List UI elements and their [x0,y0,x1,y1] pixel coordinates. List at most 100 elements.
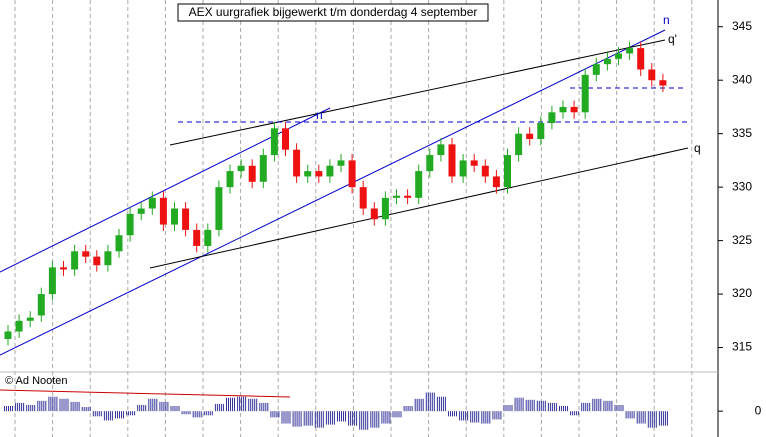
oscillator-bar [216,403,218,412]
oscillator-bar [92,411,94,417]
oscillator-bar [392,411,394,418]
candle-body [526,133,534,140]
candle-body [315,171,323,177]
oscillator-bar [522,397,524,412]
oscillator-bar [640,411,642,424]
oscillator-bar [239,396,241,412]
oscillator-bar [309,411,311,426]
oscillator-bar [303,411,305,426]
oscillator-bar [407,406,409,412]
oscillator-bar [603,400,605,412]
oscillator-bar [454,411,455,417]
oscillator-bar [187,411,189,415]
oscillator-bar [500,411,502,420]
oscillator-bar [10,406,11,412]
candle-body [37,294,45,316]
oscillator-bar [622,404,624,412]
oscillator-bar [192,411,194,418]
oscillator-bar [63,398,65,412]
oscillator-bar [463,411,465,421]
candle-body [15,320,23,332]
oscillator-bar [200,411,202,418]
oscillator-bar [256,398,258,412]
oscillator-bar [292,411,294,427]
oscillator-bar [365,411,367,430]
oscillator-bar [511,404,513,412]
candle-body [448,144,456,177]
oscillator-bar [6,406,7,412]
oscillator-bar [444,396,446,412]
oscillator-bar [117,411,118,419]
oscillator-bar [516,397,518,412]
candle-body [659,80,667,86]
oscillator-bar [250,398,252,412]
y-tick-label: 325 [732,233,752,247]
oscillator-bar [100,411,102,417]
candle-body [26,317,34,321]
oscillator-bar [398,411,400,418]
oscillator-bar [662,411,664,426]
oscillator-bar [587,402,589,412]
oscillator-bar [616,404,618,412]
oscillator-bar [352,411,354,426]
oscillator-bar [594,398,596,412]
credit: © Ad Nooten [5,375,68,387]
oscillator-bar [363,411,365,430]
oscillator-bar [653,411,655,428]
oscillator-bar [498,411,500,420]
oscillator-bar [341,411,342,422]
oscillator-bar [32,404,34,412]
oscillator-bar [67,398,69,412]
oscillator-bar [345,411,346,422]
candle-body [282,128,289,150]
oscillator-bar [450,411,451,417]
oscillator-bar [163,401,165,412]
oscillator-bar [331,411,333,425]
oscillator-bar [115,411,116,419]
oscillator-bar [278,411,280,418]
oscillator-bar [159,401,161,412]
oscillator-bar [400,411,402,418]
oscillator-bar [322,411,324,428]
oscillator-bar [139,404,141,412]
oscillator-bar [581,402,583,412]
oscillator-bar [644,411,646,424]
oscillator-bar [474,411,476,423]
oscillator-bar [205,411,207,416]
oscillator-bar [181,411,183,415]
oscillator-bar [638,411,640,424]
oscillator-bar [228,397,229,412]
candle-body [104,251,112,266]
candle-body [626,48,634,54]
y-tick-label: 330 [732,179,752,193]
oscillator-bar [170,406,172,412]
oscillator-bar [596,398,598,412]
oscillator-bar [547,402,549,412]
oscillator-bar [311,411,313,426]
oscillator-bar [174,406,176,412]
oscillator-bar [196,411,198,418]
oscillator-bar [283,411,285,424]
oscillator-bar [43,400,45,412]
oscillator-bar [438,396,440,412]
oscillator-bar [300,411,302,427]
oscillator-bar [354,411,356,426]
oscillator-bar [440,396,442,412]
oscillator-bar [642,411,644,424]
oscillator-bar [600,398,602,412]
oscillator-bar [28,404,30,412]
oscillator-bar [281,411,283,424]
oscillator-bar [307,411,309,426]
candle-body [270,128,278,156]
annotation: q' [668,32,677,46]
oscillator-bar [503,404,505,412]
candle-body [204,229,212,246]
candle-body [148,197,156,209]
oscillator-bar [56,396,58,412]
marks [4,41,668,430]
oscillator-bar [320,411,322,428]
oscillator-bar [422,398,424,412]
candle-body [537,122,545,140]
oscillator-bar [520,397,522,412]
trend-line [169,39,666,146]
